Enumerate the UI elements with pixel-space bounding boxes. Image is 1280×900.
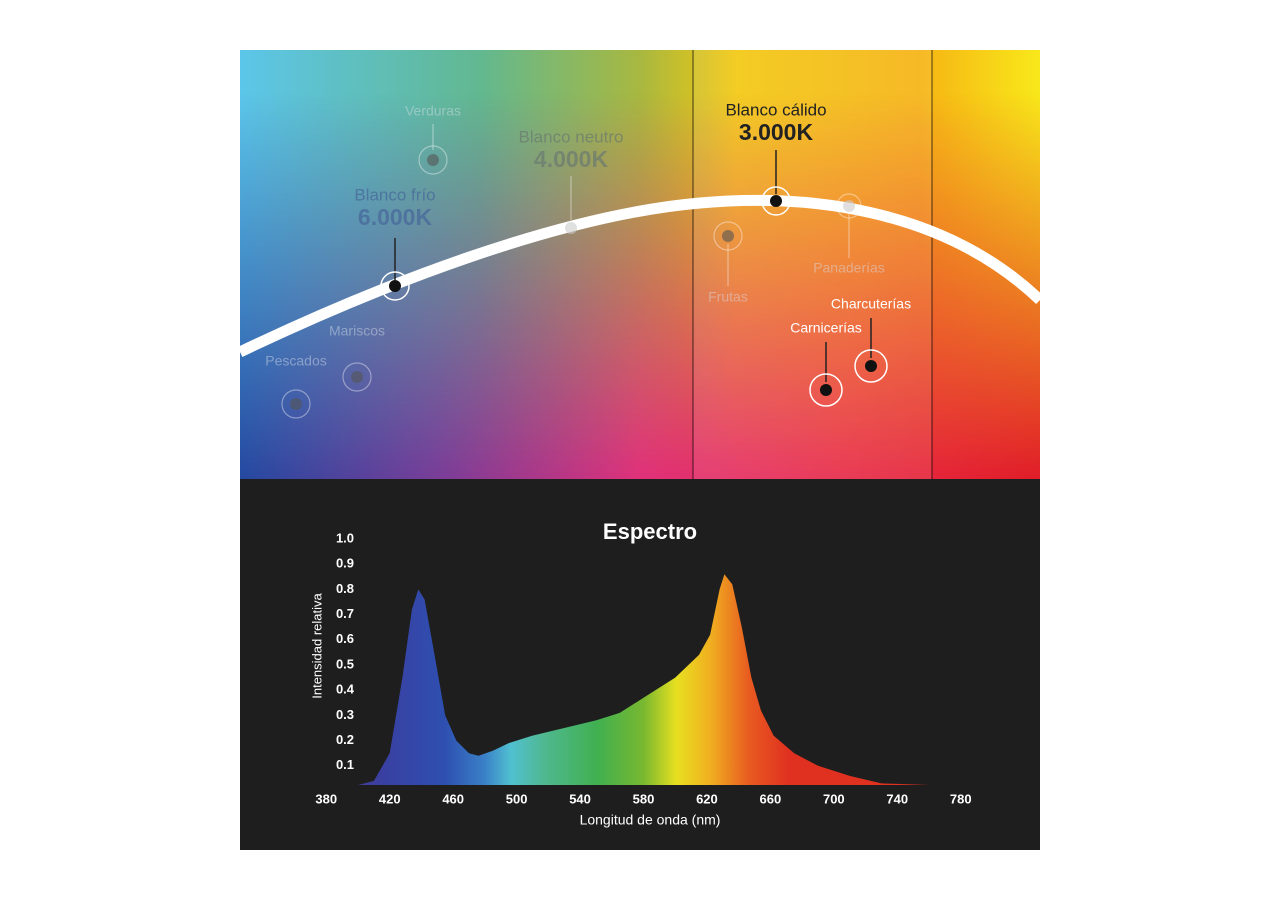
temp-kelvin: 6.000K: [358, 204, 433, 230]
points: [389, 195, 877, 396]
x-tick-label: 780: [950, 791, 972, 806]
y-tick-label: 0.2: [336, 732, 354, 747]
temp-kelvin: 3.000K: [739, 119, 814, 145]
rings: [380, 186, 888, 407]
x-tick-label: 700: [823, 791, 845, 806]
x-axis-label: Longitud de onda (nm): [580, 812, 721, 828]
y-tick-label: 0.4: [336, 682, 355, 697]
spectrum-area: [312, 574, 975, 785]
chart-background: [240, 479, 1040, 850]
faded-leaders: [281, 124, 862, 419]
temp-name: Blanco frío: [354, 185, 435, 204]
y-axis-label: Intensidad relativa: [309, 592, 324, 698]
product-label: Verduras: [405, 103, 461, 119]
temp-kelvin: 4.000K: [534, 146, 609, 172]
background-overlay: [240, 50, 1040, 479]
product-label: Pescados: [265, 353, 326, 369]
y-tick-label: 0.7: [336, 606, 354, 621]
product-label: Frutas: [708, 289, 748, 305]
y-tick-label: 0.1: [336, 757, 354, 772]
temp-name: Blanco neutro: [519, 127, 624, 146]
x-tick-label: 660: [760, 791, 782, 806]
chart-title: Espectro: [603, 519, 697, 544]
x-tick-label: 380: [315, 791, 337, 806]
x-tick-label: 580: [633, 791, 655, 806]
y-tick-label: 0.8: [336, 581, 354, 596]
highlight-band: [693, 50, 932, 479]
x-tick-label: 420: [379, 791, 401, 806]
x-tick-label: 620: [696, 791, 718, 806]
x-tick-label: 500: [506, 791, 528, 806]
y-tick-label: 1.0: [336, 530, 354, 545]
color-map: Blanco frío 6.000K Blanco neutro 4.000K …: [240, 50, 1040, 479]
x-tick-label: 740: [886, 791, 908, 806]
product-label: Carnicerías: [790, 320, 862, 336]
y-tick-label: 0.3: [336, 707, 354, 722]
locus-curve: [240, 195, 1040, 357]
y-tick-label: 0.6: [336, 631, 354, 646]
temp-name: Blanco cálido: [725, 100, 826, 119]
x-tick-label: 540: [569, 791, 591, 806]
product-label: Mariscos: [329, 323, 385, 339]
y-tick-label: 0.5: [336, 656, 354, 671]
y-tick-label: 0.9: [336, 556, 354, 571]
x-tick-label: 460: [442, 791, 464, 806]
faded-points: [290, 154, 855, 410]
product-label: Charcuterías: [831, 296, 911, 312]
product-label: Panaderías: [813, 260, 885, 276]
